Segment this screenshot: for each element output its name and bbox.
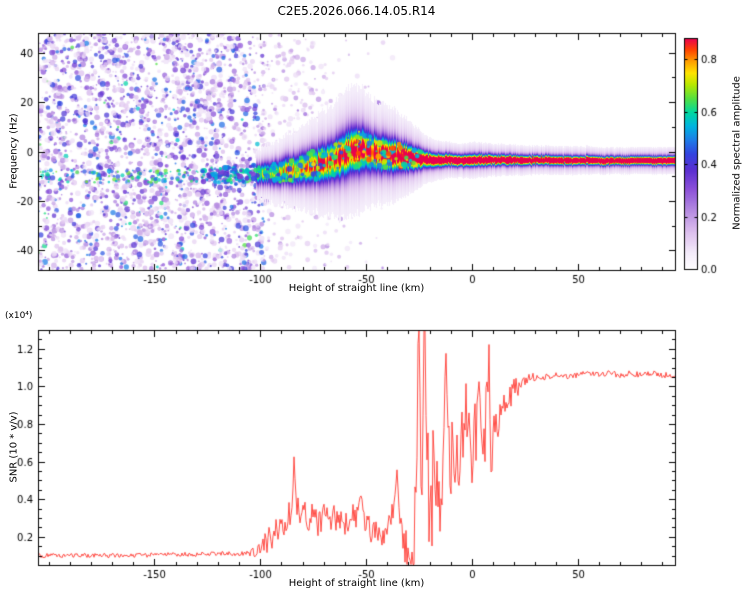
plot-title: C2E5.2026.066.14.05.R14 (277, 4, 436, 18)
spectrogram-yaxis-label: Frequency (Hz) (8, 113, 20, 189)
snr-xaxis-label: Height of straight line (km) (288, 578, 425, 589)
colorbar-label: Normalized spectral amplitude (731, 76, 743, 230)
snr-scale-note: (x10⁴) (5, 311, 33, 321)
snr-yaxis-label: SNR (10 * v/v) (8, 411, 20, 483)
spectrogram-xaxis-label: Height of straight line (km) (288, 283, 425, 294)
